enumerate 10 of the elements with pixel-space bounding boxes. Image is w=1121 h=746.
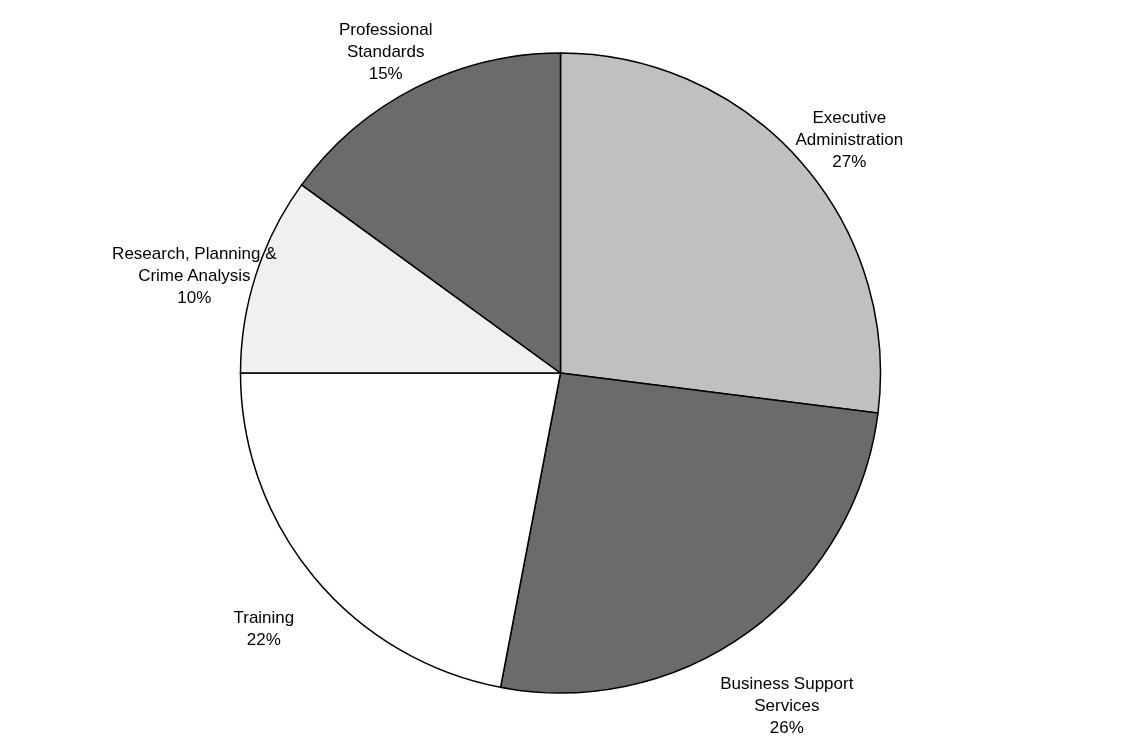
slice-label: Business Support Services [720, 674, 854, 716]
data-label: 22% [246, 630, 281, 650]
data-label: 15% [368, 63, 403, 83]
data-label: 10% [177, 288, 212, 308]
slice-label: Training [233, 608, 295, 628]
slice-label: Research, Planning & Crime Analysis [112, 244, 278, 286]
data-label: 26% [769, 718, 804, 738]
slice-label: Professional Standards [338, 19, 433, 61]
slice-label: Executive Administration [795, 108, 904, 150]
data-label: 27% [832, 152, 867, 172]
